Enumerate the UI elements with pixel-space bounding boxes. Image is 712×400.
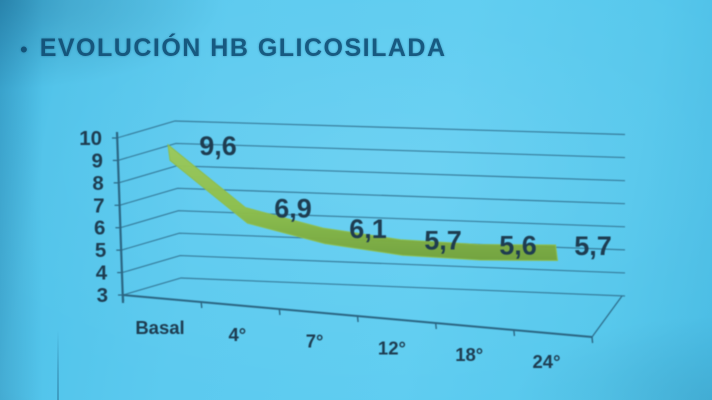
screen-edge-line <box>57 330 59 400</box>
page-title: EVOLUCIÓN HB GLICOSILADA <box>39 34 447 62</box>
y-axis-label: 8 <box>92 172 103 195</box>
y-axis-label: 9 <box>91 149 102 172</box>
gridline <box>117 142 626 161</box>
category-label: 12° <box>378 337 406 358</box>
x-axis-tick <box>122 294 125 302</box>
point-label: 6,9 <box>274 194 312 224</box>
y-axis-label: 6 <box>94 217 105 240</box>
floor-right-edge <box>591 295 623 338</box>
x-axis-tick <box>434 322 437 330</box>
gridline <box>119 187 626 206</box>
category-label: 24° <box>533 351 561 372</box>
point-label: 5,7 <box>424 226 462 256</box>
x-axis-tick <box>513 329 516 337</box>
gridline <box>122 277 626 297</box>
point-label: 6,1 <box>349 214 387 244</box>
gridline <box>121 255 626 274</box>
y-axis-line <box>115 131 125 304</box>
y-axis-label: 10 <box>79 127 102 150</box>
category-label: Basal <box>135 317 184 338</box>
gridline <box>116 120 626 139</box>
point-label: 9,6 <box>199 131 237 161</box>
point-label: 5,7 <box>574 231 612 261</box>
x-axis-tick <box>278 308 281 316</box>
x-axis-tick <box>591 336 594 344</box>
x-axis-tick <box>200 301 203 309</box>
y-axis-label: 5 <box>95 239 106 262</box>
y-axis-label: 4 <box>96 262 108 285</box>
category-label: 4° <box>228 324 246 345</box>
y-axis-label: 7 <box>93 194 104 217</box>
data-ribbon <box>167 143 559 261</box>
category-label: 7° <box>306 331 324 352</box>
point-label: 5,6 <box>499 231 537 261</box>
title-row: • EVOLUCIÓN HB GLICOSILADA <box>20 34 447 63</box>
gridline <box>120 210 626 229</box>
x-axis-tick <box>356 315 359 323</box>
category-label: 18° <box>455 344 483 365</box>
y-axis-label: 3 <box>97 284 108 307</box>
bullet-icon: • <box>20 36 28 62</box>
